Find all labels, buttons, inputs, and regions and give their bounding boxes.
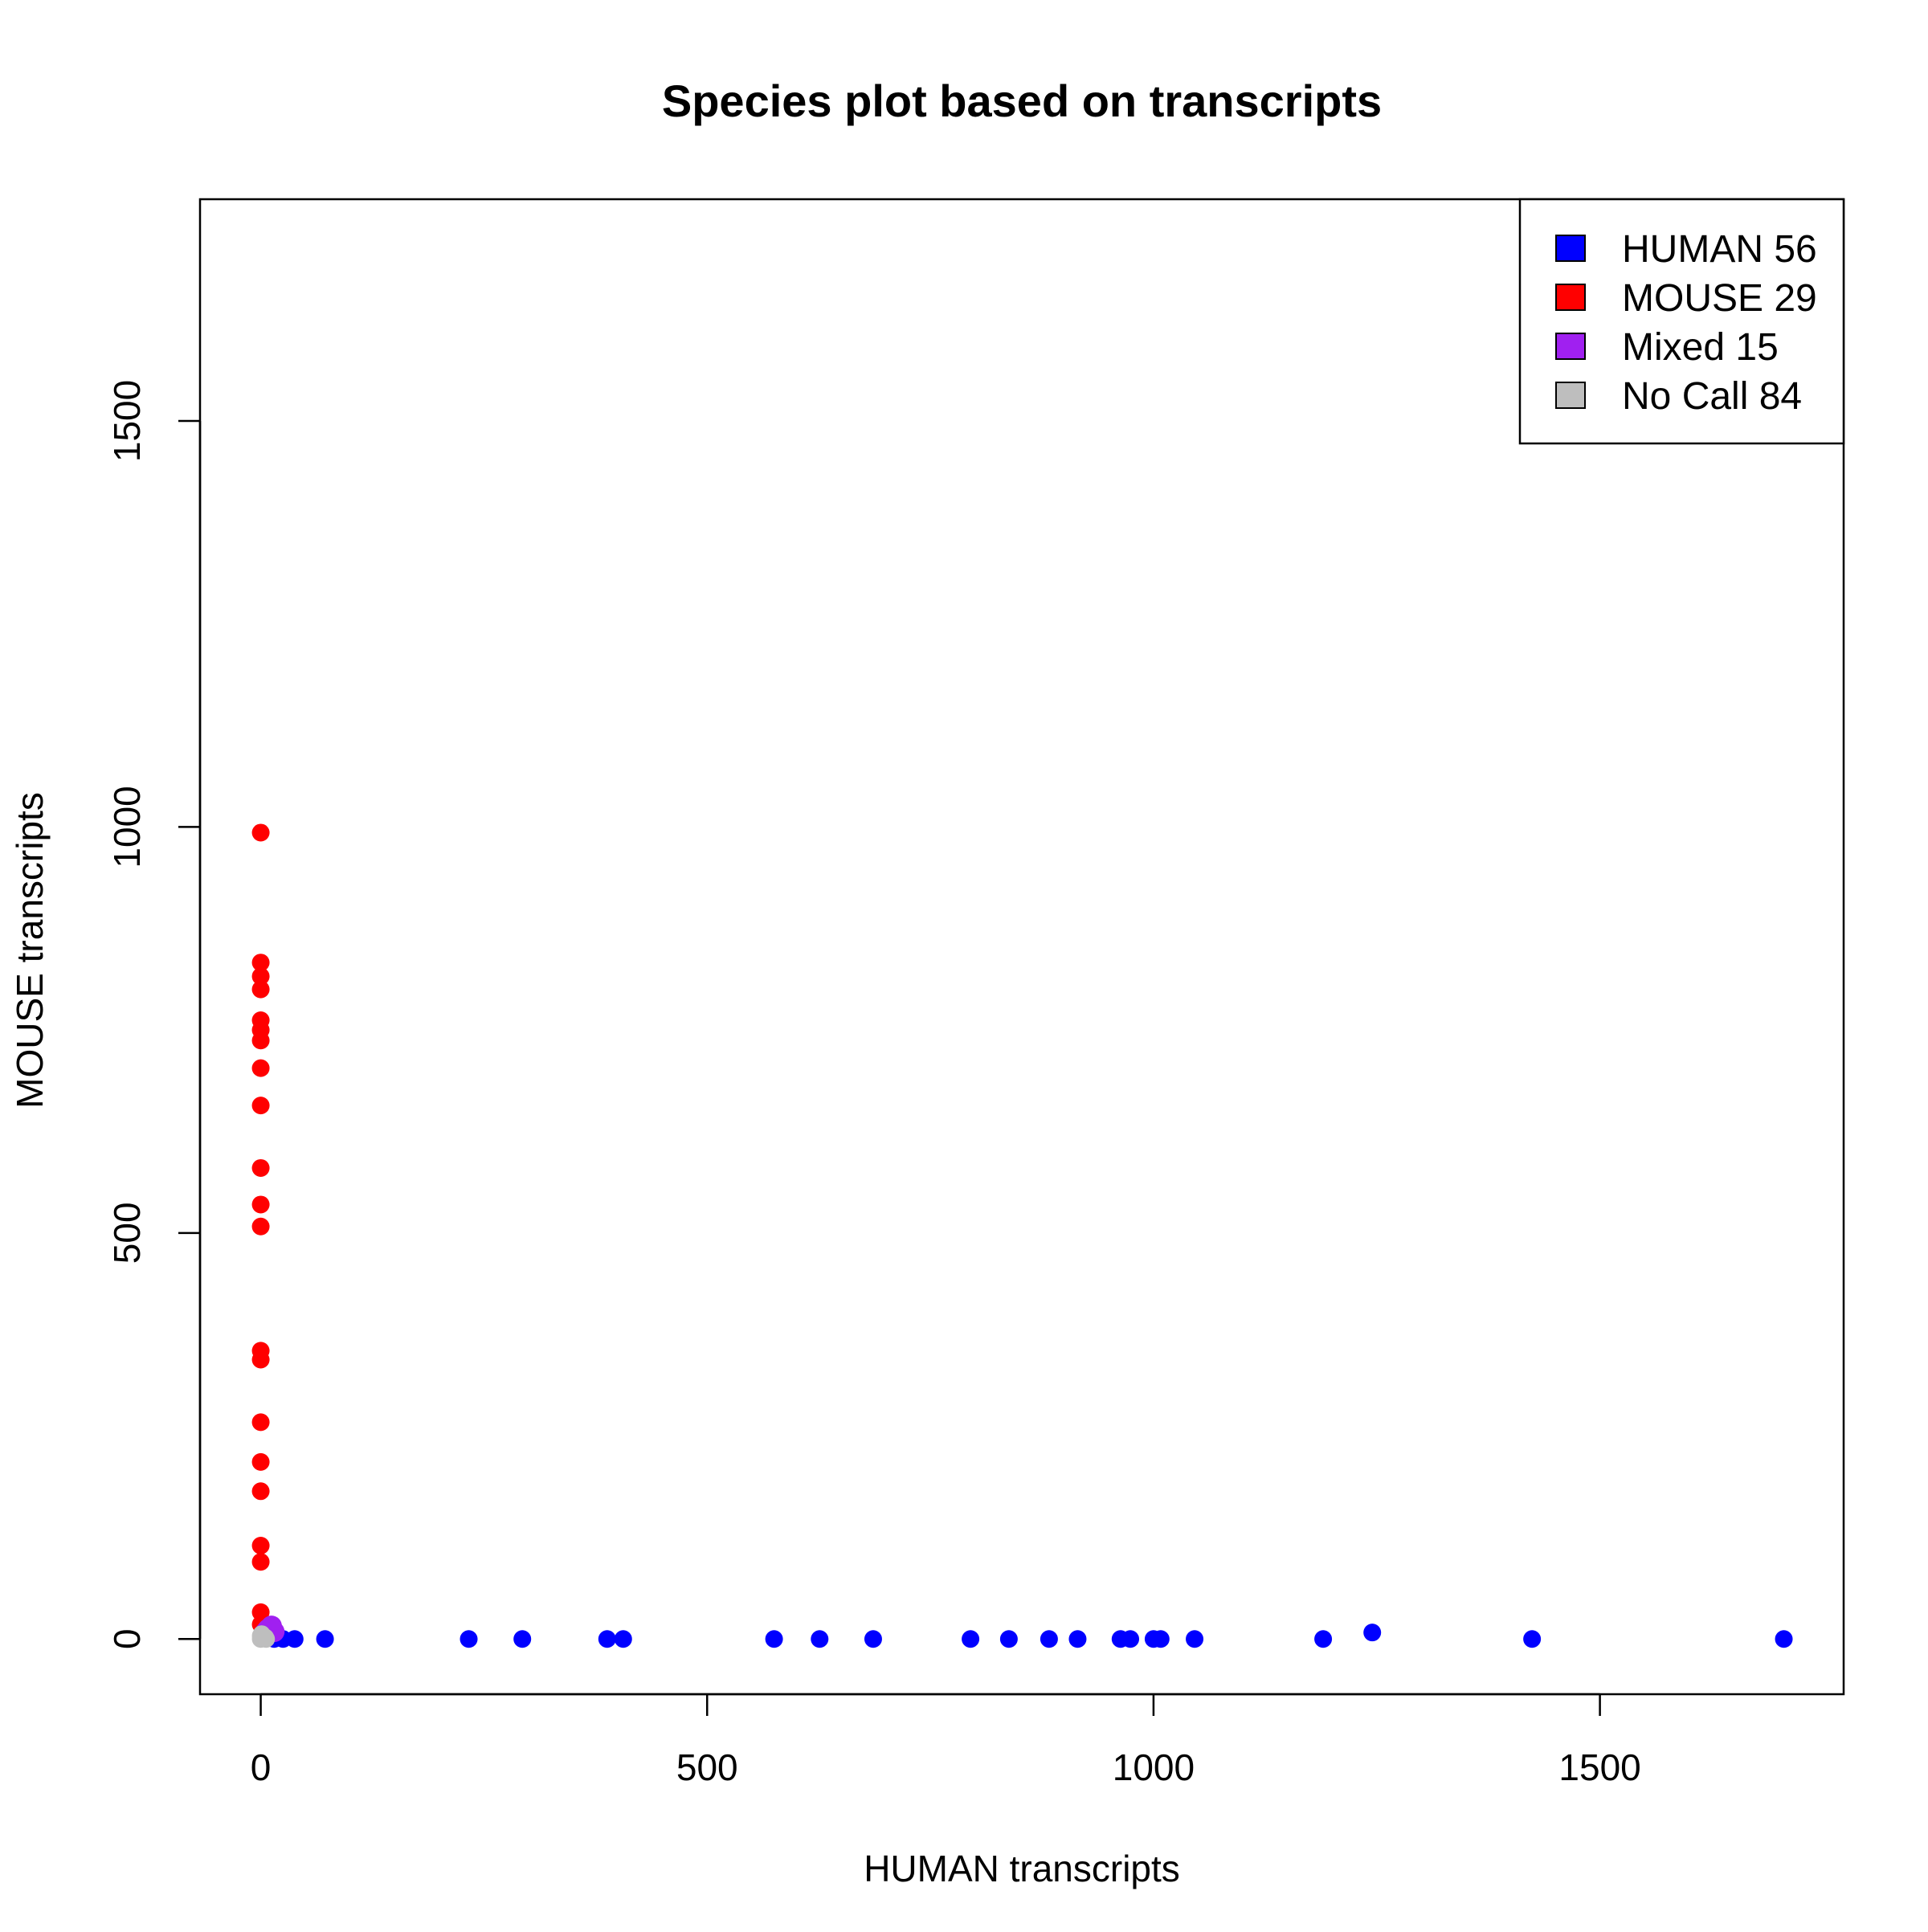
data-point	[316, 1630, 334, 1648]
data-point	[1523, 1630, 1542, 1648]
x-tick-label: 500	[676, 1746, 738, 1788]
y-tick-label: 1500	[106, 380, 148, 462]
x-tick-label: 1000	[1113, 1746, 1195, 1788]
data-point	[1363, 1624, 1382, 1642]
data-point	[1068, 1630, 1087, 1648]
data-point	[251, 1603, 270, 1621]
plot-frame	[198, 198, 1845, 1696]
legend: HUMAN 56 MOUSE 29 Mixed 15 No Call 84	[1518, 198, 1845, 445]
y-tick-label: 500	[106, 1202, 148, 1264]
data-point	[614, 1630, 632, 1648]
data-point	[251, 1158, 270, 1177]
x-axis-label: HUMAN transcripts	[864, 1848, 1180, 1889]
chart-title: Species plot based on transcripts	[662, 76, 1382, 126]
legend-entry-label: No Call 84	[1622, 375, 1802, 418]
data-point	[251, 1482, 270, 1501]
data-point	[811, 1630, 829, 1648]
legend-entry-label: MOUSE 29	[1622, 277, 1817, 320]
data-point	[1186, 1630, 1204, 1648]
data-point	[251, 980, 270, 999]
data-point	[251, 1537, 270, 1555]
data-point	[251, 1452, 270, 1471]
legend-swatch	[1555, 333, 1586, 360]
data-point	[285, 1630, 304, 1648]
y-tick-label: 0	[106, 1628, 148, 1649]
data-point	[1151, 1630, 1170, 1648]
data-point	[251, 1097, 270, 1115]
data-points	[251, 823, 1793, 1648]
legend-swatch	[1555, 284, 1586, 311]
data-point	[1121, 1630, 1140, 1648]
y-tick-label: 1000	[106, 786, 148, 868]
data-point	[962, 1630, 980, 1648]
data-point	[1775, 1630, 1793, 1648]
data-point	[999, 1630, 1018, 1648]
data-point	[251, 1413, 270, 1432]
legend-entry-label: HUMAN 56	[1622, 228, 1817, 271]
y-axis-label: MOUSE transcripts	[9, 792, 51, 1109]
data-point	[251, 967, 270, 986]
data-point	[598, 1630, 616, 1648]
legend-swatch	[1555, 235, 1586, 262]
data-point	[251, 1059, 270, 1077]
data-point	[765, 1630, 783, 1648]
data-point	[251, 954, 270, 972]
data-point	[251, 1350, 270, 1369]
data-point	[513, 1630, 532, 1648]
data-point	[864, 1630, 882, 1648]
data-point	[1314, 1630, 1333, 1648]
data-point	[251, 1031, 270, 1050]
x-tick-label: 1500	[1558, 1746, 1640, 1788]
legend-entry-label: Mixed 15	[1622, 326, 1779, 369]
data-point	[251, 1553, 270, 1571]
legend-swatch	[1555, 382, 1586, 409]
data-point	[251, 1195, 270, 1214]
data-point	[256, 1628, 275, 1647]
data-point	[460, 1630, 478, 1648]
data-point	[251, 1217, 270, 1236]
x-tick-label: 0	[251, 1746, 272, 1788]
data-point	[1040, 1630, 1058, 1648]
data-point	[251, 823, 270, 842]
